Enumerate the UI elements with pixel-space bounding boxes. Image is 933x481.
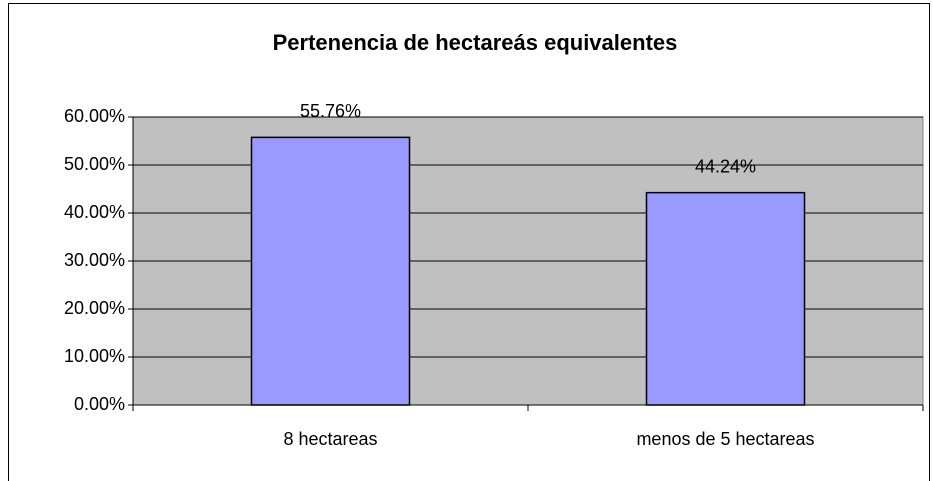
data-label: 55.76%: [300, 101, 361, 121]
y-tick-label: 0.00%: [74, 394, 125, 414]
chart-frame: [8, 3, 930, 481]
y-tick-label: 40.00%: [64, 202, 125, 222]
data-label: 44.24%: [695, 156, 756, 176]
bar: [645, 191, 806, 406]
y-tick-label: 50.00%: [64, 154, 125, 174]
x-tick-label: 8 hectareas: [283, 429, 377, 449]
y-tick-label: 20.00%: [64, 298, 125, 318]
y-tick-label: 30.00%: [64, 250, 125, 270]
y-tick-label: 10.00%: [64, 346, 125, 366]
x-tick-label: menos de 5 hectareas: [636, 429, 814, 449]
chart-title: Pertenencia de hectareás equivalentes: [273, 30, 678, 55]
y-tick-label: 60.00%: [64, 106, 125, 126]
bar: [250, 136, 411, 406]
